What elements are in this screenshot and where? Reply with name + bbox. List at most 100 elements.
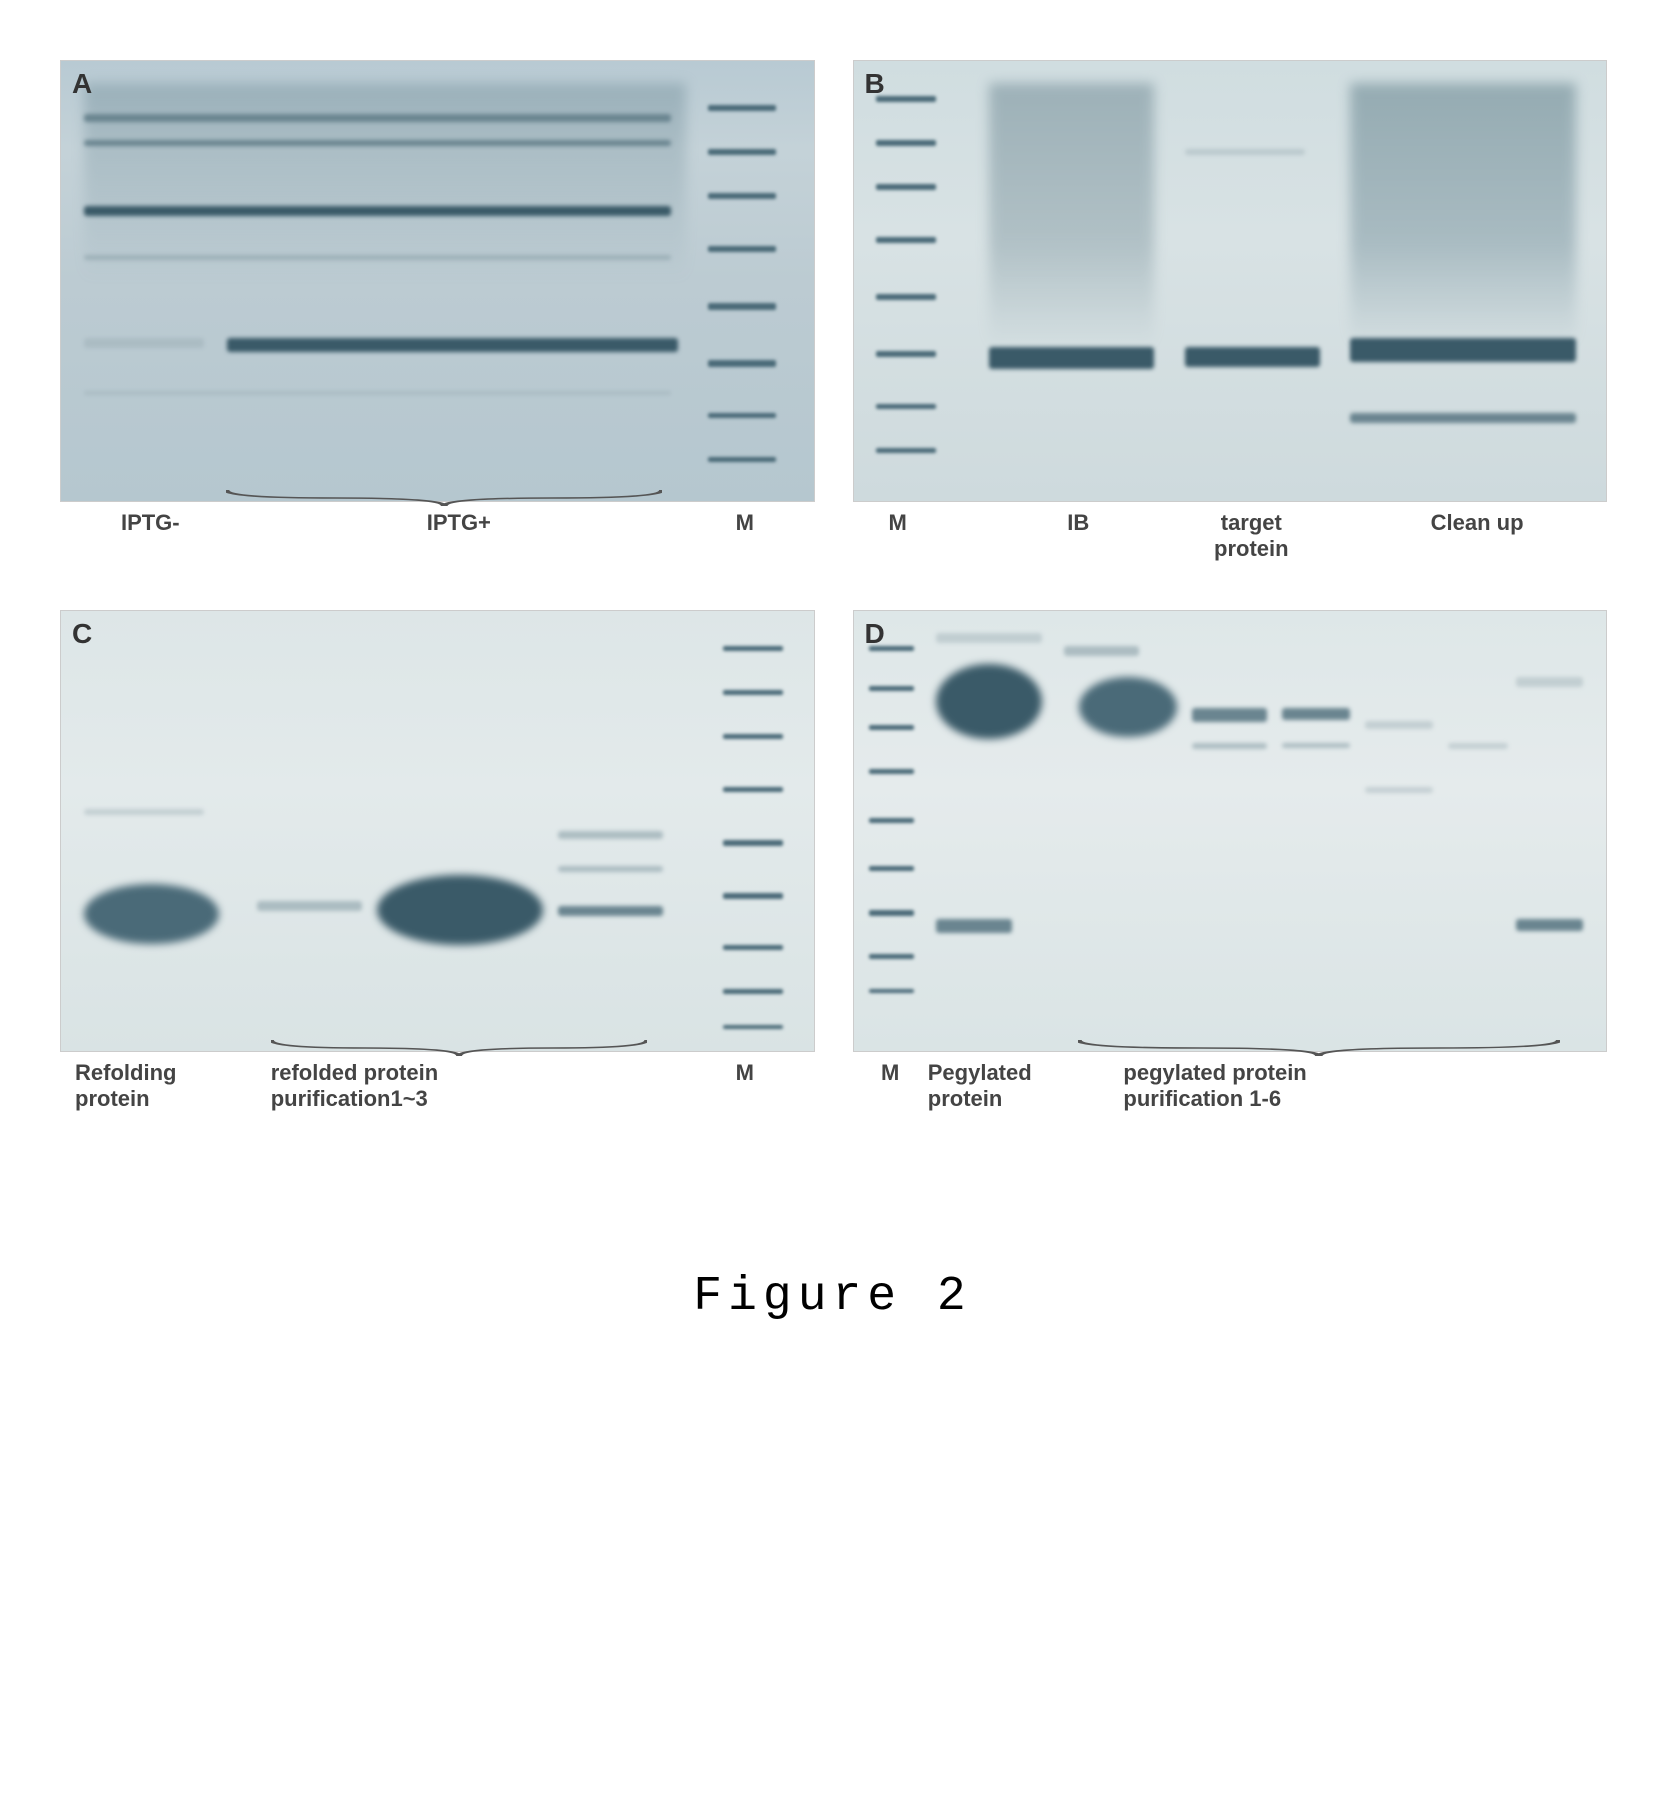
band <box>1064 646 1139 656</box>
gel-image-c <box>60 610 815 1052</box>
ladder-band <box>708 149 776 155</box>
lane-label: M <box>707 510 782 536</box>
band <box>1365 787 1433 793</box>
panel-letter-b: B <box>865 68 885 100</box>
ladder-band <box>869 686 914 691</box>
lane-label: M <box>868 1060 913 1086</box>
ladder-band <box>723 734 783 739</box>
band <box>558 831 663 839</box>
lane-label: target protein <box>1169 510 1335 563</box>
band <box>1448 743 1508 749</box>
ladder-band <box>723 690 783 695</box>
figure-caption: Figure 2 <box>60 1270 1605 1324</box>
band <box>84 338 204 348</box>
panel-letter-c: C <box>72 618 92 650</box>
lane-label: IB <box>1018 510 1138 536</box>
band <box>989 347 1155 369</box>
band-blob <box>1079 677 1177 737</box>
ladder-band <box>869 989 914 993</box>
band <box>1350 338 1576 362</box>
lane-label: Clean up <box>1379 510 1575 536</box>
ladder-band <box>723 646 783 651</box>
lane-label: Pegylated protein <box>928 1060 1094 1113</box>
lane-labels-a: IPTG- IPTG+ M <box>60 510 813 580</box>
panel-c: C <box>60 610 813 1130</box>
band-blob <box>84 884 219 944</box>
panel-a: A <box>60 60 813 580</box>
lane-label: IPTG- <box>90 510 210 536</box>
band <box>936 633 1041 643</box>
band <box>1185 347 1320 367</box>
band <box>1192 743 1267 749</box>
gel-image-b <box>853 60 1608 502</box>
ladder-band <box>708 360 776 367</box>
ladder-band <box>869 725 914 730</box>
lane-labels-c: Refolding protein refolded protein purif… <box>60 1060 813 1130</box>
ladder-band <box>869 769 914 774</box>
band-induced <box>227 338 679 352</box>
lane-label: M <box>707 1060 782 1086</box>
ladder-band <box>708 303 776 310</box>
ladder-band <box>876 184 936 190</box>
ladder-band <box>876 140 936 146</box>
lane-label: refolded protein purification1~3 <box>271 1060 632 1113</box>
band <box>936 919 1011 933</box>
ladder-band <box>876 294 936 300</box>
band <box>84 391 671 395</box>
ladder-band <box>723 945 783 950</box>
gel-image-d <box>853 610 1608 1052</box>
ladder-band <box>876 404 936 409</box>
ladder-band <box>869 818 914 823</box>
band <box>1185 149 1305 155</box>
figure-container: A <box>60 60 1605 1324</box>
lane-label: pegylated protein purification 1-6 <box>1123 1060 1559 1113</box>
panel-letter-a: A <box>72 68 92 100</box>
ladder-band <box>708 246 776 252</box>
smear <box>1350 83 1576 347</box>
ladder-band <box>708 457 776 462</box>
smear <box>989 83 1155 347</box>
lane-labels-b: M IB target protein Clean up <box>853 510 1606 580</box>
ladder-band <box>869 954 914 959</box>
ladder-band <box>869 866 914 871</box>
lane-label: M <box>868 510 928 536</box>
ladder-band <box>723 787 783 792</box>
ladder-band <box>708 413 776 418</box>
ladder-band <box>876 237 936 243</box>
ladder-band <box>723 893 783 899</box>
ladder-band <box>708 105 776 111</box>
panel-letter-d: D <box>865 618 885 650</box>
band <box>84 140 671 146</box>
panel-d: D <box>853 610 1606 1130</box>
band <box>1516 677 1584 687</box>
band <box>1350 413 1576 423</box>
band <box>1192 708 1267 722</box>
ladder-band <box>876 351 936 357</box>
band <box>84 206 671 216</box>
panel-b: B <box>853 60 1606 580</box>
panels-grid: A <box>60 60 1605 1130</box>
band <box>84 114 671 122</box>
gel-image-a <box>60 60 815 502</box>
band <box>558 866 663 872</box>
band <box>1365 721 1433 729</box>
ladder-band <box>869 910 914 916</box>
band <box>84 809 204 815</box>
lane-labels-d: M Pegylated protein pegylated protein pu… <box>853 1060 1606 1130</box>
band <box>1282 708 1350 720</box>
ladder-band <box>876 448 936 453</box>
lane-label: Refolding protein <box>75 1060 256 1113</box>
ladder-band <box>723 1025 783 1029</box>
band <box>257 901 362 911</box>
band-blob <box>377 875 543 945</box>
band-blob <box>936 664 1041 739</box>
ladder-band <box>708 193 776 199</box>
ladder-band <box>723 989 783 994</box>
ladder-band <box>876 96 936 102</box>
band <box>84 255 671 260</box>
band <box>1516 919 1584 931</box>
band <box>1282 743 1350 748</box>
lane-label: IPTG+ <box>308 510 609 536</box>
band <box>558 906 663 916</box>
smear-top-a <box>84 83 686 281</box>
